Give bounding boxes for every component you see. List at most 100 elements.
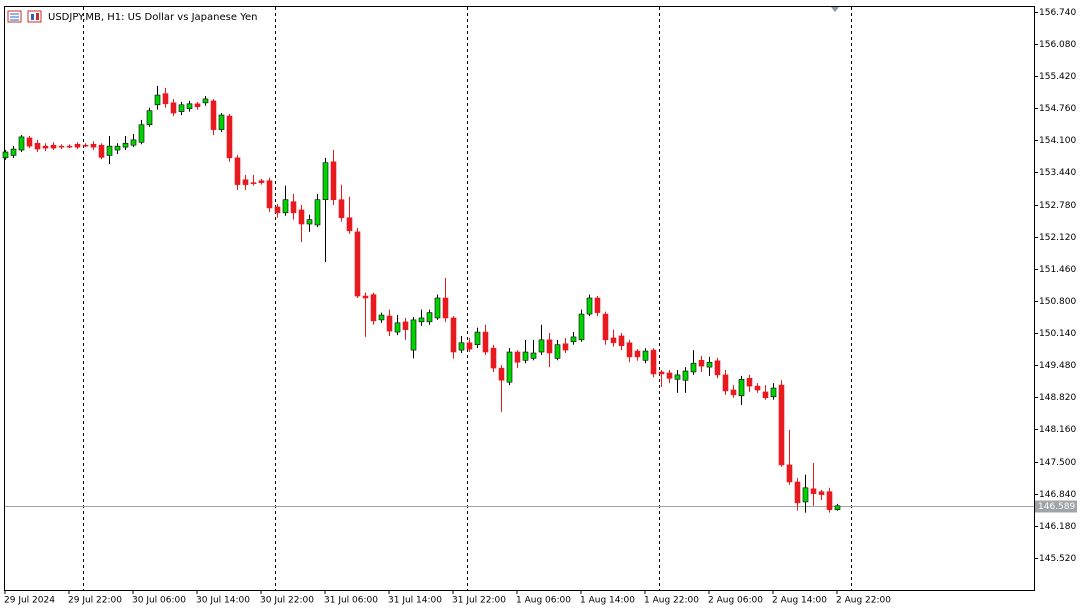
candle-body — [498, 367, 505, 381]
price-label-box — [1035, 500, 1077, 513]
candle-body — [474, 331, 481, 346]
candle-body — [450, 317, 457, 353]
icon-bar — [31, 14, 34, 20]
y-tick-label: 154.760 — [1039, 104, 1076, 114]
symbol-icons — [7, 10, 42, 23]
candle-body — [554, 344, 561, 359]
shift-marker — [831, 7, 839, 12]
candle-body — [330, 161, 337, 200]
candle-body — [578, 313, 585, 341]
price-label: 146.589 — [1038, 502, 1075, 512]
candle-body — [58, 145, 65, 148]
candle-body — [394, 322, 401, 333]
candle-body — [26, 137, 33, 147]
y-tick-label: 152.120 — [1039, 233, 1076, 243]
y-tick-label: 145.520 — [1039, 554, 1076, 564]
candle-body — [34, 142, 41, 150]
plot-frame — [4, 6, 1035, 591]
x-tick-label: 2 Aug 14:00 — [772, 596, 827, 606]
y-tick-label: 154.100 — [1039, 136, 1076, 146]
x-tick-label: 1 Aug 14:00 — [580, 596, 635, 606]
y-tick-label: 150.140 — [1039, 329, 1076, 339]
candle-body — [466, 342, 473, 350]
candle-body — [410, 319, 417, 351]
candle-body — [354, 231, 361, 297]
candle-body — [138, 124, 145, 143]
candle-body — [722, 374, 729, 392]
candle-body — [602, 313, 609, 341]
x-tick-label: 31 Jul 06:00 — [324, 596, 378, 606]
candle-body — [362, 295, 369, 299]
y-tick-label: 146.840 — [1039, 490, 1076, 500]
candle-body — [290, 201, 297, 214]
candle-body — [226, 115, 233, 159]
candle-body — [386, 315, 393, 332]
y-tick-label: 147.500 — [1039, 458, 1076, 468]
candle-body — [706, 361, 713, 368]
candle-body — [234, 157, 241, 185]
candle-body — [506, 351, 513, 383]
icon — [27, 10, 42, 23]
candle-body — [178, 104, 185, 112]
chart-title: USDJPY.MB, H1: US Dollar vs Japanese Yen — [48, 12, 257, 23]
candle-body — [714, 360, 721, 376]
candle-body — [690, 362, 697, 373]
candle-body — [2, 151, 9, 159]
y-tick-label: 156.740 — [1039, 8, 1076, 18]
candle-body — [546, 339, 553, 354]
y-tick-label: 148.160 — [1039, 425, 1076, 435]
candle-body — [370, 294, 377, 322]
candle-body — [66, 145, 73, 148]
candle-body — [194, 103, 201, 108]
y-tick-label: 155.420 — [1039, 72, 1076, 82]
candle-body — [698, 359, 705, 367]
candle-body — [434, 297, 441, 319]
candle-body — [250, 182, 257, 184]
candle-body — [42, 145, 49, 149]
candle-body — [610, 337, 617, 344]
candle-body — [642, 350, 649, 361]
candle-body — [130, 139, 137, 146]
x-tick-label: 29 Jul 2024 — [4, 596, 55, 606]
y-tick-label: 149.480 — [1039, 361, 1076, 371]
y-tick-label: 148.820 — [1039, 393, 1076, 403]
candle-body — [594, 297, 601, 313]
candle-body — [378, 314, 385, 321]
candle-body — [442, 297, 449, 319]
candle-body — [810, 488, 817, 494]
candle-body — [162, 93, 169, 105]
candle-body — [74, 143, 81, 148]
candle-body — [202, 98, 209, 104]
candle-body — [682, 370, 689, 381]
candle-body — [770, 387, 777, 398]
candle-body — [338, 199, 345, 218]
candle-body — [114, 145, 121, 151]
candle-body — [82, 144, 89, 147]
candle-body — [586, 297, 593, 315]
candle-body — [186, 103, 193, 109]
candle-body — [282, 199, 289, 214]
candle-body — [418, 317, 425, 323]
candle-body — [18, 136, 25, 151]
candle-body — [298, 209, 305, 225]
candle-body — [98, 144, 105, 158]
x-tick-label: 31 Jul 22:00 — [452, 596, 506, 606]
y-tick-label: 153.440 — [1039, 168, 1076, 178]
x-tick-label: 30 Jul 06:00 — [132, 596, 186, 606]
candle-body — [426, 312, 433, 323]
candle-body — [346, 217, 353, 232]
candle-body — [274, 206, 281, 214]
candle-body — [106, 145, 113, 156]
y-tick-label: 156.080 — [1039, 40, 1076, 50]
candle-body — [170, 102, 177, 114]
y-tick-label: 150.800 — [1039, 297, 1076, 307]
candle-body — [314, 199, 321, 226]
candle-body — [826, 491, 833, 510]
candle-body — [762, 391, 769, 399]
candle-body — [482, 331, 489, 353]
candle-body — [778, 384, 785, 466]
candle-body — [794, 481, 801, 504]
candle-body — [522, 351, 529, 361]
